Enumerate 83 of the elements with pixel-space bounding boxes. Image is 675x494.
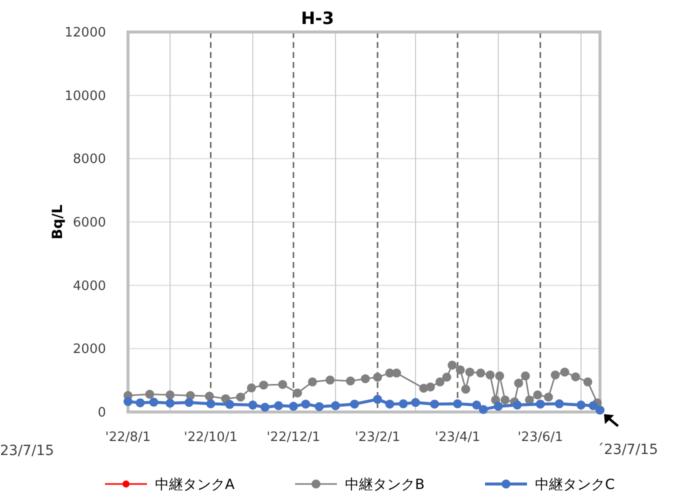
point — [308, 377, 317, 386]
point — [520, 371, 530, 380]
point — [576, 400, 586, 410]
y-tick-label: 0 — [98, 406, 106, 421]
x-tick-label: '23/6/1 — [518, 430, 564, 445]
point — [500, 395, 510, 404]
point — [373, 372, 382, 382]
point — [495, 371, 504, 380]
point — [288, 402, 298, 411]
point — [476, 368, 486, 378]
point — [350, 400, 360, 409]
point — [314, 402, 324, 412]
point — [246, 383, 256, 392]
legend-label: 中継タンクA — [155, 476, 235, 493]
legend-label: 中継タンクC — [535, 476, 615, 493]
point — [453, 399, 462, 408]
y-tick-label: 6000 — [72, 216, 106, 231]
point — [554, 399, 564, 408]
point — [385, 400, 394, 409]
point — [184, 398, 194, 407]
point — [145, 390, 154, 399]
point — [293, 388, 302, 398]
y-tick-label: 4000 — [72, 278, 106, 294]
point — [204, 392, 214, 401]
point — [411, 398, 420, 407]
point — [435, 377, 444, 386]
point — [426, 382, 435, 392]
point — [236, 392, 246, 402]
y-tick-label: 8000 — [72, 152, 106, 168]
point — [301, 400, 310, 409]
point — [398, 399, 408, 408]
point — [248, 400, 258, 410]
point — [346, 376, 355, 386]
point — [278, 380, 288, 389]
point — [588, 401, 598, 410]
point — [550, 370, 560, 380]
point — [206, 399, 216, 408]
point — [448, 360, 457, 370]
x-tick-label: '22/12/1 — [266, 430, 320, 445]
point — [331, 401, 340, 410]
point — [533, 390, 542, 400]
point — [514, 378, 524, 388]
x-tick-label: '22/10/1 — [184, 430, 238, 445]
point — [583, 377, 592, 386]
point — [392, 368, 402, 378]
y-tick-label: 10000 — [64, 88, 106, 104]
point — [512, 400, 522, 410]
point — [373, 394, 382, 404]
point — [456, 365, 465, 374]
point — [596, 406, 604, 415]
point — [149, 398, 158, 407]
x-tick-label: '23/4/1 — [434, 430, 480, 445]
point — [326, 376, 335, 385]
point — [166, 390, 175, 400]
legend-label: 中継タンクB — [345, 476, 425, 493]
x-tick-label: '22/8/1 — [105, 430, 151, 445]
y-tick-label: 2000 — [72, 342, 106, 358]
y-tick-label: 12000 — [64, 26, 106, 41]
text: 23/7/15 — [0, 443, 54, 459]
point — [571, 372, 580, 382]
annotation: ´23/7/15 — [597, 442, 658, 458]
point — [274, 401, 284, 410]
point — [472, 400, 482, 410]
point — [136, 398, 145, 408]
point — [560, 368, 570, 377]
point — [442, 372, 452, 382]
point — [461, 384, 470, 394]
point — [166, 398, 175, 408]
chart-title: H-3 — [300, 9, 334, 29]
point — [494, 402, 503, 411]
point — [225, 400, 234, 409]
y-axis-title: Bq/L — [50, 204, 66, 240]
point — [486, 370, 495, 380]
point — [465, 368, 474, 377]
point — [259, 380, 268, 390]
point — [536, 400, 545, 409]
point — [544, 392, 553, 402]
point — [478, 404, 488, 414]
x-tick-label: '23/2/1 — [354, 430, 400, 445]
point — [260, 402, 270, 412]
point — [124, 397, 132, 406]
point — [430, 400, 440, 409]
point — [360, 374, 370, 384]
